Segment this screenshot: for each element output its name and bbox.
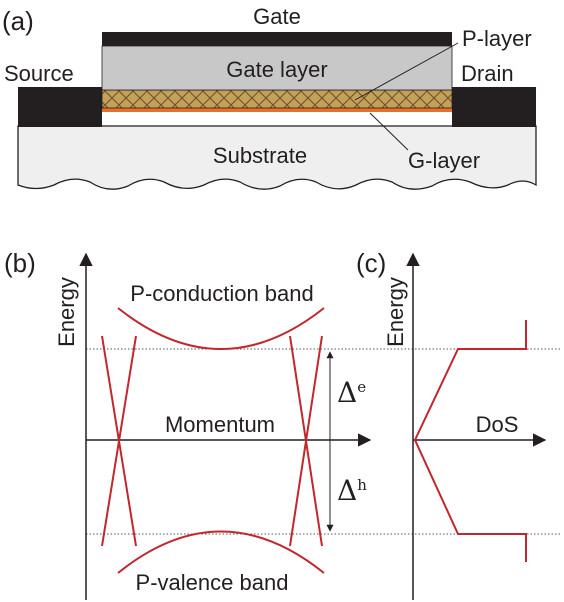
dos-curve <box>413 320 527 562</box>
gate-electrode <box>102 32 452 46</box>
energy-axis-label-b: Energy <box>54 277 79 347</box>
gate-layer-label: Gate layer <box>226 57 328 82</box>
delta-h-label: Δh <box>337 474 367 507</box>
panel-a-tag: (a) <box>2 6 34 36</box>
delta-e-label: Δe <box>337 376 366 409</box>
drain-label: Drain <box>461 61 514 86</box>
p-conduction-band-curve <box>117 307 325 350</box>
p-layer <box>101 89 453 109</box>
source-contact <box>18 87 102 127</box>
dirac-cone-left-line-2 <box>101 335 137 547</box>
source-label: Source <box>4 61 74 86</box>
p-valence-band-curve <box>117 530 325 574</box>
p-layer-label: P-layer <box>462 26 532 51</box>
delta-e-superscript: e <box>357 378 366 396</box>
delta-e-symbol: Δ <box>337 376 357 409</box>
substrate-block <box>17 125 537 190</box>
panel-c-tag: (c) <box>356 248 386 278</box>
panel-c: (c) Energy DoS <box>356 248 547 600</box>
g-layer-label: G-layer <box>408 148 480 173</box>
dirac-cone-right-line-2 <box>289 335 323 547</box>
dos-axis-label: DoS <box>476 412 519 437</box>
delta-h-symbol: Δ <box>337 474 357 507</box>
momentum-axis-label: Momentum <box>165 412 275 437</box>
g-layer <box>102 108 452 112</box>
delta-h-superscript: h <box>357 476 367 494</box>
drain-contact <box>452 87 536 127</box>
gate-layer <box>101 45 453 91</box>
p-conduction-band-label: P-conduction band <box>130 281 313 306</box>
energy-axis-label-c: Energy <box>383 277 408 347</box>
p-layer-leader-line <box>354 42 459 101</box>
g-layer-leader-line <box>369 112 409 151</box>
panel-b-tag: (b) <box>4 248 36 278</box>
panel-a: (a) Gate Gate layer P-layer Source Drain… <box>2 4 537 190</box>
gate-label: Gate <box>253 4 301 29</box>
p-valence-band-label: P-valence band <box>136 570 289 595</box>
substrate-label: Substrate <box>213 143 307 168</box>
